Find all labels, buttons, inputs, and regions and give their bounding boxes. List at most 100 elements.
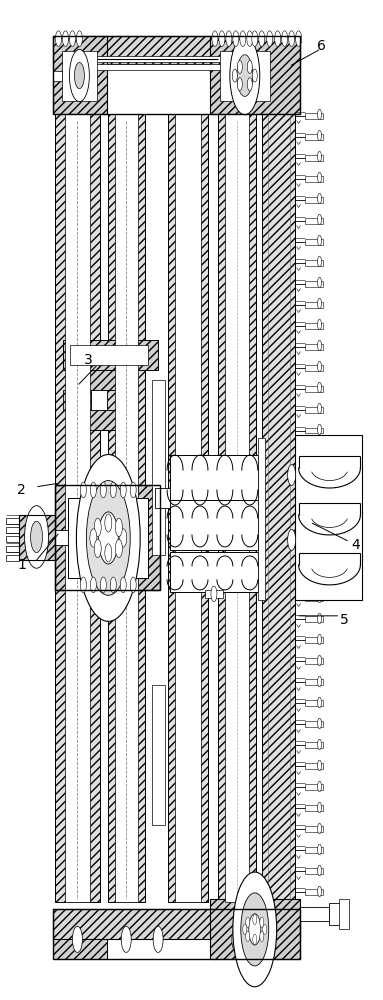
Circle shape <box>237 60 242 73</box>
Circle shape <box>90 577 97 593</box>
Bar <box>304 637 322 643</box>
Circle shape <box>318 844 321 855</box>
Circle shape <box>318 193 321 204</box>
Circle shape <box>110 577 116 593</box>
Bar <box>304 470 322 475</box>
Circle shape <box>77 31 82 46</box>
Circle shape <box>318 634 321 645</box>
Circle shape <box>94 539 101 558</box>
Bar <box>304 155 322 161</box>
Text: 5: 5 <box>340 613 349 627</box>
Circle shape <box>237 78 242 91</box>
Bar <box>304 260 322 266</box>
Circle shape <box>318 277 321 288</box>
Bar <box>304 616 322 622</box>
Bar <box>304 428 322 433</box>
Circle shape <box>318 151 321 162</box>
Circle shape <box>62 31 69 46</box>
Circle shape <box>259 31 265 46</box>
Bar <box>304 553 322 559</box>
Circle shape <box>115 539 122 558</box>
Circle shape <box>56 31 62 46</box>
Bar <box>304 134 322 140</box>
Circle shape <box>232 69 237 82</box>
Bar <box>175 114 201 902</box>
Bar <box>62 51 97 101</box>
Circle shape <box>211 586 217 602</box>
Bar <box>210 36 300 114</box>
Bar <box>295 435 362 600</box>
Bar <box>152 380 165 555</box>
Circle shape <box>318 466 321 477</box>
Bar <box>19 515 56 560</box>
Circle shape <box>318 886 321 897</box>
Bar <box>52 71 62 81</box>
Circle shape <box>69 50 89 102</box>
Bar <box>69 498 148 578</box>
Bar <box>56 485 160 590</box>
Circle shape <box>77 455 140 621</box>
Circle shape <box>318 361 321 372</box>
Circle shape <box>288 530 296 550</box>
Bar <box>64 390 92 410</box>
Bar <box>304 826 322 832</box>
Circle shape <box>318 676 321 687</box>
Bar <box>210 899 300 959</box>
Bar <box>52 939 107 959</box>
Bar <box>304 763 322 769</box>
Circle shape <box>226 31 232 46</box>
Bar <box>220 51 270 101</box>
Bar <box>304 302 322 308</box>
Circle shape <box>241 893 269 966</box>
Bar <box>304 113 322 119</box>
Bar <box>258 438 265 600</box>
Circle shape <box>318 655 321 666</box>
Bar <box>79 578 138 590</box>
Circle shape <box>31 521 43 553</box>
Circle shape <box>233 31 239 46</box>
Circle shape <box>100 577 106 593</box>
Bar <box>329 903 344 925</box>
Circle shape <box>318 760 321 771</box>
Circle shape <box>120 529 127 547</box>
Circle shape <box>318 697 321 708</box>
Circle shape <box>240 31 246 46</box>
Bar <box>70 370 130 390</box>
Bar <box>52 36 300 64</box>
Bar <box>304 847 322 853</box>
Bar <box>170 500 258 550</box>
Circle shape <box>74 63 84 89</box>
Bar <box>300 907 329 921</box>
Circle shape <box>318 382 321 393</box>
Bar <box>70 345 148 365</box>
Circle shape <box>243 924 247 935</box>
Bar <box>52 909 300 959</box>
Circle shape <box>153 926 163 952</box>
Bar <box>304 344 322 350</box>
Bar <box>92 390 107 410</box>
Text: 3: 3 <box>84 353 93 367</box>
Circle shape <box>289 31 295 46</box>
Bar <box>79 56 228 62</box>
Circle shape <box>130 482 136 498</box>
Bar <box>170 552 258 592</box>
Circle shape <box>318 592 321 603</box>
Circle shape <box>25 506 49 568</box>
Circle shape <box>318 802 321 813</box>
Bar <box>170 455 258 500</box>
Circle shape <box>90 482 97 498</box>
Bar <box>155 488 170 508</box>
Circle shape <box>247 78 252 91</box>
Bar <box>304 511 322 517</box>
Circle shape <box>318 214 321 225</box>
Bar <box>205 590 223 598</box>
Circle shape <box>69 31 75 46</box>
Text: 6: 6 <box>317 39 326 53</box>
Circle shape <box>120 577 126 593</box>
Bar <box>304 595 322 601</box>
Text: 2: 2 <box>17 483 26 497</box>
Bar <box>304 679 322 685</box>
Circle shape <box>87 481 130 595</box>
Bar <box>6 546 19 552</box>
Circle shape <box>318 319 321 330</box>
